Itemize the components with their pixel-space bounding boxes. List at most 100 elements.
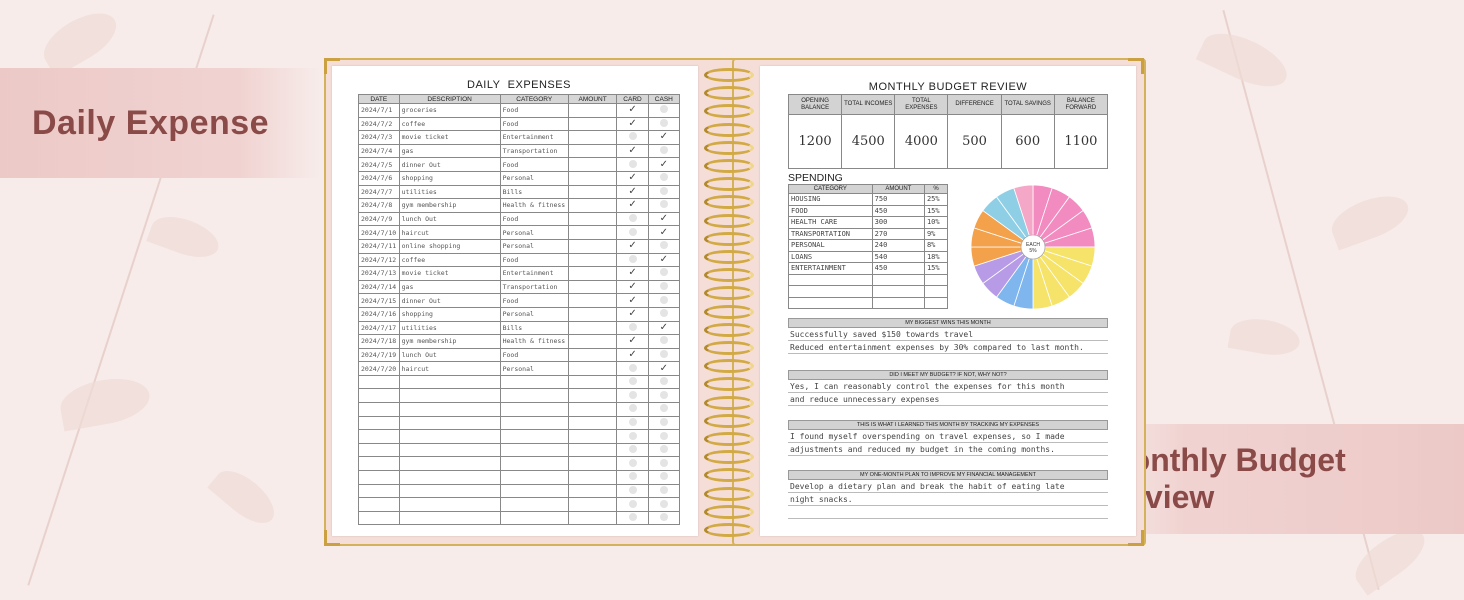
blank-cell — [398, 388, 501, 404]
spiral-ring — [704, 450, 754, 465]
section-title: THIS IS WHAT I LEARNED THIS MONTH BY TRA… — [788, 420, 1108, 430]
spending-amount: 750 — [871, 193, 925, 206]
cash-check-icon: ✓ — [647, 211, 681, 227]
spending-title: SPENDING — [788, 172, 843, 184]
table-row: 2024/7/12 coffee Food ✓ — [358, 252, 681, 268]
blank-cell — [499, 510, 569, 526]
spending-header: % — [923, 184, 949, 194]
date-cell: 2024/7/13 — [358, 266, 400, 281]
card-check-icon: ✓ — [616, 198, 649, 213]
blank-cell — [567, 415, 618, 431]
category-cell: Personal — [499, 170, 569, 186]
spending-blank-row — [788, 296, 949, 309]
empty-dot — [628, 499, 637, 508]
description-cell: utilities — [398, 320, 501, 336]
cash-cell — [616, 157, 649, 172]
spending-header: CATEGORY — [788, 184, 873, 194]
empty-dot — [628, 417, 637, 426]
table-row: 2024/7/14 gas Transportation ✓ — [358, 279, 681, 295]
amount-cell — [567, 116, 618, 132]
blank-cell — [567, 497, 618, 512]
card-check-icon: ✓ — [616, 306, 649, 322]
corner-guard — [324, 58, 340, 74]
blank-cell — [398, 483, 501, 499]
blank-cell — [871, 285, 925, 298]
corner-guard — [1128, 530, 1144, 546]
section-title: MY BIGGEST WINS THIS MONTH — [788, 318, 1108, 328]
date-cell: 2024/7/5 — [358, 157, 400, 172]
empty-dot — [659, 118, 668, 127]
wheel-center-label: EACH — [1026, 242, 1040, 248]
spending-amount: 300 — [871, 216, 925, 229]
amount-cell — [567, 211, 618, 227]
blank-cell — [567, 456, 618, 472]
corner-guard — [324, 530, 340, 546]
spiral-ring — [704, 177, 754, 192]
empty-dot — [659, 186, 668, 195]
cash-cell — [616, 320, 649, 336]
card-check-icon: ✓ — [616, 103, 649, 118]
blank-cell — [358, 442, 400, 458]
table-row: 2024/7/13 movie ticket Entertainment ✓ — [358, 266, 681, 281]
cash-cell — [647, 334, 681, 349]
budget-summary-table: OPENING BALANCE TOTAL INCOMES TOTAL EXPENS… — [787, 94, 1109, 169]
date-cell: 2024/7/6 — [358, 170, 400, 186]
spiral-ring — [704, 213, 754, 228]
empty-dot — [659, 349, 668, 358]
cash-cell — [647, 415, 681, 431]
summary-value: 4000 — [894, 114, 949, 169]
cash-cell — [616, 510, 649, 526]
handwritten-line: I found myself overspending on travel ex… — [788, 430, 1108, 443]
spending-table: CATEGORY AMOUNT% HOUSING 750 25% FOOD 450 15% H… — [788, 184, 949, 309]
description-cell: haircut — [398, 225, 501, 240]
cash-cell — [647, 388, 681, 404]
description-cell: utilities — [398, 184, 501, 200]
summary-value: 4500 — [841, 114, 896, 169]
spending-amount: 450 — [871, 204, 925, 217]
spiral-binding — [704, 68, 754, 544]
summary-header: DIFFERENCE — [947, 94, 1002, 115]
cash-cell — [647, 170, 681, 186]
summary-value: 1200 — [787, 114, 843, 169]
spending-category: ENTERTAINMENT — [788, 262, 873, 275]
cash-cell — [616, 361, 649, 376]
handwritten-line: Successfully saved $150 towards travel — [788, 328, 1108, 341]
monthly-budget-banner: Monthly Budget Review — [1090, 424, 1464, 534]
category-cell: Food — [499, 293, 569, 308]
blank-row — [358, 497, 681, 512]
handwritten-line: Develop a dietary plan and break the hab… — [788, 480, 1108, 493]
spiral-ring — [704, 395, 754, 410]
empty-dot — [628, 159, 637, 168]
blank-cell — [567, 470, 618, 485]
reflection-section: MY BIGGEST WINS THIS MONTH Successfully s… — [788, 318, 1108, 354]
summary-header: TOTAL EXPENSES — [894, 94, 949, 115]
spiral-ring — [704, 86, 754, 101]
table-row: 2024/7/6 shopping Personal ✓ — [358, 170, 681, 186]
description-cell: movie ticket — [398, 130, 501, 145]
spiral-ring — [704, 432, 754, 446]
spiral-ring — [704, 286, 754, 301]
reflection-section: DID I MEET MY BUDGET? IF NOT, WHY NOT? Ye… — [788, 370, 1108, 406]
category-cell: Food — [499, 103, 569, 118]
amount-cell — [567, 130, 618, 145]
cash-cell — [616, 130, 649, 145]
blank-cell — [358, 429, 400, 444]
empty-dot — [628, 431, 637, 440]
cash-cell — [616, 402, 649, 417]
blank-cell — [398, 402, 501, 417]
spiral-ring — [704, 104, 754, 119]
empty-dot — [659, 404, 668, 413]
reflection-section: MY ONE-MONTH PLAN TO IMPROVE MY FINANCIA… — [788, 470, 1108, 519]
cash-cell — [647, 347, 681, 363]
empty-dot — [659, 485, 668, 494]
spending-category: TRANSPORTATION — [788, 227, 873, 240]
cash-cell — [616, 252, 649, 268]
card-check-icon: ✓ — [616, 170, 649, 186]
blank-cell — [567, 429, 618, 444]
spending-amount: 240 — [871, 239, 925, 252]
summary-value: 500 — [947, 114, 1002, 169]
spending-row: HEALTH CARE 300 10% — [788, 216, 949, 229]
empty-dot — [628, 485, 637, 494]
blank-cell — [358, 497, 400, 512]
